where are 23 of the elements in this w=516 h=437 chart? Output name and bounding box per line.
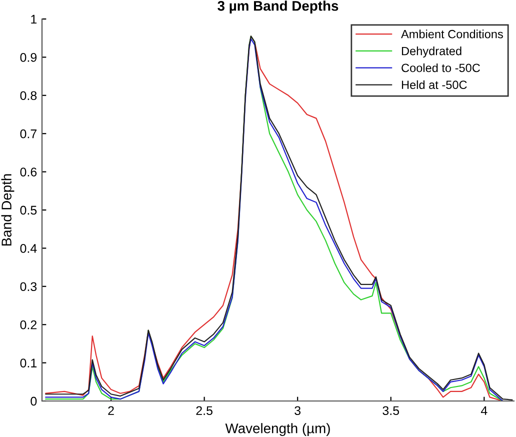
x-tick-label: 2 (108, 406, 114, 415)
y-tick-label: 0.8 (20, 91, 37, 100)
x-tick-label: 3.5 (382, 406, 400, 416)
y-tick-label: 0.5 (20, 206, 37, 215)
y-tick-label: 0.6 (20, 168, 37, 176)
x-axis-title: Wavelength (µm) (225, 423, 330, 436)
x-tick-label: 2.5 (196, 406, 212, 416)
y-tick-label: 1 (31, 14, 37, 24)
legend-label: Held at -50C (402, 80, 467, 90)
y-tick-label: 0.4 (20, 244, 37, 253)
x-tick-label: 3 (294, 406, 301, 416)
y-tick-label: 0.3 (20, 282, 37, 292)
legend-label: Cooled to -50C (402, 63, 480, 72)
y-tick-label: 0 (30, 396, 37, 406)
x-tick-label: 4 (480, 406, 488, 415)
y-axis-title: Band Depth (1, 174, 14, 246)
y-tick-label: 0.2 (20, 320, 37, 330)
legend-label: Ambient Conditions (401, 30, 503, 38)
chart-title: 3 µm Band Depths (218, 0, 338, 14)
y-tick-label: 0.7 (20, 129, 37, 138)
legend-label: Dehydrated (402, 46, 462, 58)
y-tick-label: 0.1 (20, 358, 37, 368)
y-tick-label: 0.9 (20, 53, 37, 62)
